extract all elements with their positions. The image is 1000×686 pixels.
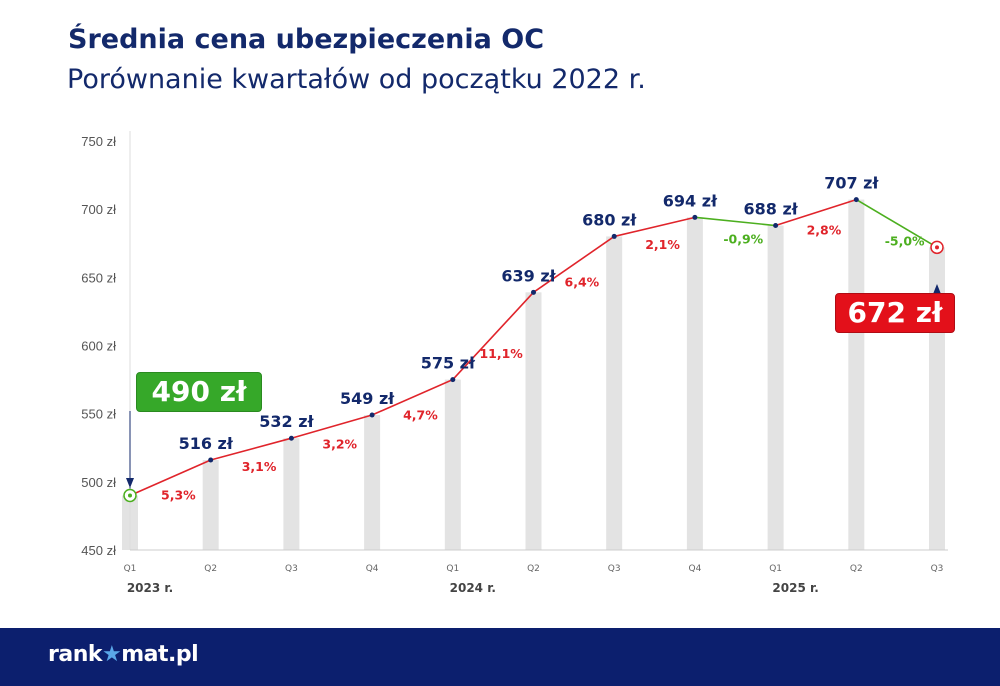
chart-subtitle: Porównanie kwartałów od początku 2022 r. [67, 64, 646, 95]
x-tick-label: Q3 [608, 564, 621, 574]
line-segment [533, 235, 615, 293]
value-label: 688 zł [743, 200, 798, 219]
line-segment [371, 378, 454, 416]
y-tick-label: 600 zł [81, 339, 116, 354]
x-tick-label: Q3 [285, 564, 298, 574]
line-segment [129, 459, 212, 497]
change-label: 3,2% [322, 437, 357, 452]
line-segment [855, 198, 938, 249]
value-bar [848, 199, 865, 550]
data-point [450, 377, 456, 383]
x-tick-label: Q4 [366, 564, 379, 574]
value-bar [202, 460, 219, 550]
value-bar [606, 236, 623, 550]
change-label: 2,1% [645, 237, 680, 252]
value-label: 707 zł [824, 174, 879, 193]
x-tick-label: Q2 [850, 564, 863, 574]
start-value-callout: 490 zł [136, 372, 262, 412]
data-point [611, 233, 617, 239]
year-label: 2024 r. [450, 581, 496, 595]
year-label: 2025 r. [772, 581, 818, 595]
data-point [692, 214, 698, 220]
value-label: 694 zł [663, 191, 718, 210]
y-tick-label: 500 zł [81, 475, 116, 490]
footer: rank★mat.pl [0, 628, 1000, 686]
data-point [369, 412, 375, 418]
x-tick-label: Q2 [204, 564, 217, 574]
value-label: 575 zł [421, 354, 476, 373]
line-segment [291, 414, 373, 439]
change-label: -0,9% [723, 231, 763, 246]
x-tick-label: Q3 [931, 564, 944, 574]
start-pointer-icon [126, 478, 134, 488]
y-tick-label: 450 zł [81, 543, 116, 558]
value-bar [767, 225, 784, 550]
data-point [208, 457, 214, 463]
end-value-callout: 672 zł [835, 293, 955, 333]
data-point [288, 435, 294, 441]
y-tick-label: 650 zł [81, 270, 116, 285]
line-segment [775, 198, 857, 227]
line-segment [210, 437, 292, 461]
y-tick-label: 750 zł [81, 134, 116, 149]
change-label: 5,3% [161, 488, 196, 503]
change-label: 6,4% [565, 274, 600, 289]
value-label: 516 zł [179, 434, 234, 453]
y-tick-label: 700 zł [81, 202, 116, 217]
x-tick-label: Q1 [124, 564, 137, 574]
data-point [853, 197, 859, 203]
data-point [531, 289, 536, 295]
value-bar [364, 415, 381, 550]
chart-title: Średnia cena ubezpieczenia OC [68, 24, 545, 55]
value-label: 549 zł [340, 389, 395, 408]
value-bar [283, 438, 300, 550]
data-point [773, 223, 779, 229]
y-tick-label: 550 zł [81, 407, 116, 422]
change-label: 2,8% [807, 223, 842, 238]
x-tick-label: Q2 [527, 564, 540, 574]
change-label: 4,7% [403, 407, 438, 422]
value-label: 532 zł [259, 412, 314, 431]
value-label: 639 zł [501, 266, 556, 285]
value-label: 680 zł [582, 210, 637, 229]
line-segment [614, 216, 696, 238]
rankomat-logo: rank★mat.pl [48, 642, 199, 667]
x-tick-label: Q1 [446, 564, 459, 574]
end-pointer-icon [933, 284, 941, 294]
change-label: -5,0% [885, 233, 925, 248]
x-tick-label: Q1 [769, 564, 782, 574]
line-segment [452, 291, 535, 381]
value-bar [686, 217, 703, 550]
start-marker-dot [128, 493, 132, 498]
line-segment [694, 216, 776, 227]
value-bar [525, 292, 542, 550]
change-label: 3,1% [242, 459, 277, 474]
end-marker-dot [935, 245, 939, 250]
value-bar [444, 379, 461, 550]
year-label: 2023 r. [127, 581, 173, 595]
x-tick-label: Q4 [688, 564, 701, 574]
change-label: 11,1% [479, 346, 523, 361]
